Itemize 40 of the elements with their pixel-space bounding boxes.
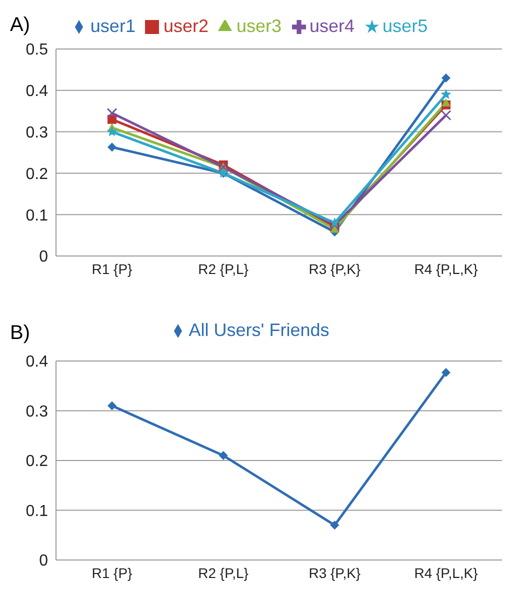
y-tick-label: 0.2	[26, 453, 48, 470]
point	[218, 451, 228, 460]
x-tick-label: R2 {P,L}	[198, 564, 249, 581]
x-tick-label: R3 {P,K}	[308, 564, 361, 581]
y-tick-label: 0.2	[26, 166, 48, 183]
y-tick-label: 0.3	[26, 403, 48, 420]
y-tick-label: 0	[39, 552, 48, 570]
x-tick-label: R1 {P}	[92, 260, 133, 277]
x-tick-label: R4 {P,L,K}	[414, 260, 478, 277]
chart-title: B)	[10, 322, 30, 345]
point	[442, 368, 450, 377]
point	[440, 89, 452, 99]
point	[442, 73, 450, 82]
point	[442, 98, 450, 106]
y-tick-label: 0.5	[26, 42, 48, 59]
x-tick-label: R4 {P,L,K}	[414, 564, 478, 581]
point	[440, 110, 452, 120]
y-tick-label: 0.3	[26, 124, 48, 142]
x-tick-label: R2 {P,L}	[198, 260, 249, 277]
legend-label: user1	[90, 16, 136, 36]
y-tick-label: 0.4	[26, 83, 48, 100]
y-tick-label: 0.1	[26, 502, 48, 520]
point	[108, 142, 116, 152]
point	[106, 126, 118, 136]
point	[329, 220, 340, 230]
legend-label: user3	[236, 16, 282, 36]
x-tick-label: R1 {P}	[92, 564, 133, 581]
point	[106, 108, 118, 118]
legend-label: user4	[310, 16, 355, 36]
x-tick-label: R3 {P,K}	[308, 260, 361, 277]
y-tick-label: 0.4	[26, 354, 48, 371]
chart-title: A)	[10, 14, 30, 37]
point	[108, 401, 116, 410]
point	[329, 217, 340, 228]
y-tick-label: 0.1	[26, 207, 48, 224]
legend-label: user5	[382, 16, 428, 36]
point	[330, 520, 340, 530]
legend-label: user2	[163, 16, 208, 36]
legend-label: All Users' Friends	[188, 320, 330, 340]
y-tick-label: 0	[39, 248, 48, 266]
